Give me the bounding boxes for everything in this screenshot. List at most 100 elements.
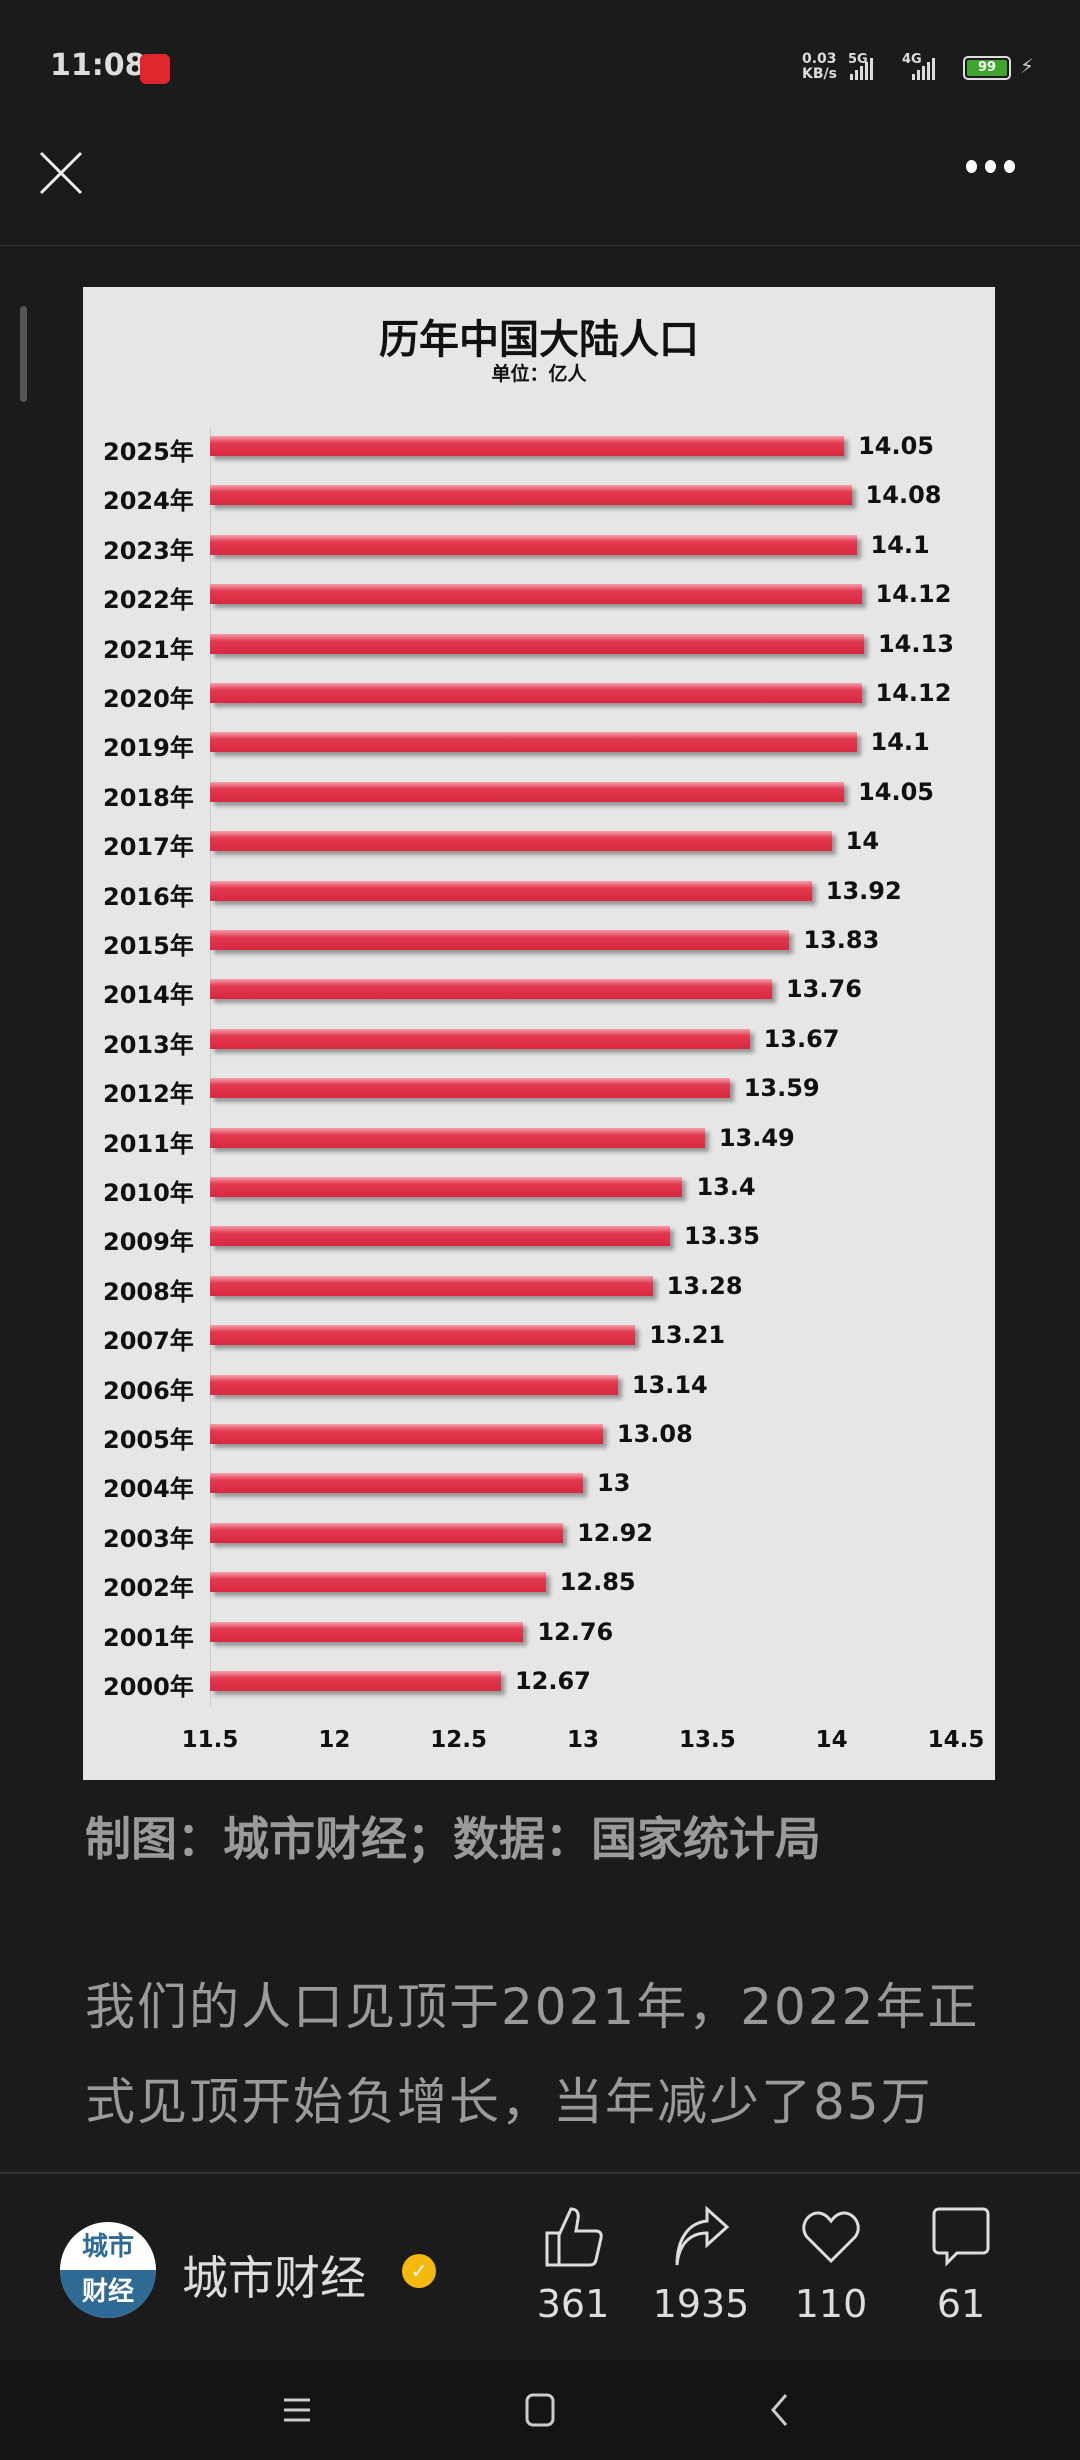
category-label: 2005年 <box>103 1426 194 1454</box>
bar <box>210 1078 730 1099</box>
bar <box>210 436 845 456</box>
bar <box>210 633 864 654</box>
value-label: 13.4 <box>696 1173 756 1201</box>
app-notification-icon <box>140 54 170 84</box>
system-nav-bar <box>0 2360 1080 2460</box>
category-label: 2023年 <box>103 536 194 565</box>
back-icon[interactable] <box>768 2392 792 2428</box>
value-label: 13.92 <box>825 876 902 905</box>
y-axis-line <box>210 427 211 1707</box>
x-tick-label: 11.5 <box>181 1727 239 1753</box>
battery-icon: 99 <box>963 56 1011 80</box>
category-label: 2015年 <box>103 932 194 960</box>
value-label: 13.21 <box>649 1321 726 1350</box>
more-options-icon[interactable] <box>966 160 1015 173</box>
chart-title: 历年中国大陆人口 <box>379 317 699 363</box>
favorite-button[interactable]: 110 <box>776 2202 886 2326</box>
value-label: 14.05 <box>858 777 935 806</box>
close-icon[interactable] <box>36 148 86 198</box>
category-label: 2007年 <box>103 1327 194 1356</box>
bar <box>210 1424 603 1444</box>
category-label: 2024年 <box>103 487 194 516</box>
bar <box>210 1028 750 1049</box>
category-label: 2022年 <box>103 586 194 615</box>
sim2-label: 4G <box>902 52 922 67</box>
charging-icon: ⚡ <box>1020 54 1035 78</box>
status-bar: 11:08 0.03 KB/s 5G 4G 99 ⚡ <box>0 0 1080 130</box>
avatar[interactable]: 城市 财经 <box>60 2222 156 2318</box>
bar <box>210 979 772 1000</box>
x-tick-label: 13 <box>566 1727 600 1753</box>
bar <box>210 880 812 901</box>
value-label: 13.08 <box>616 1420 693 1448</box>
category-label: 2000年 <box>103 1673 194 1701</box>
signal-icon <box>912 58 935 80</box>
category-label: 2006年 <box>103 1376 194 1405</box>
value-label: 14 <box>845 827 880 856</box>
category-label: 2009年 <box>103 1228 194 1257</box>
value-label: 12.76 <box>537 1617 614 1646</box>
category-label: 2001年 <box>103 1623 194 1652</box>
value-label: 12.67 <box>514 1667 591 1695</box>
bar <box>210 1275 653 1296</box>
home-icon[interactable] <box>524 2392 556 2428</box>
sim1-label: 5G <box>848 52 868 67</box>
scrollbar[interactable] <box>20 306 27 402</box>
verified-badge-icon: ✓ <box>402 2254 436 2288</box>
recent-apps-icon[interactable] <box>282 2396 312 2424</box>
bar <box>210 1621 524 1642</box>
category-label: 2017年 <box>103 833 194 862</box>
value-label: 13.49 <box>718 1123 795 1152</box>
chart-subtitle: 单位：亿人 <box>491 363 587 385</box>
bar <box>210 1572 546 1593</box>
category-label: 2010年 <box>103 1179 194 1207</box>
value-label: 12.85 <box>559 1568 636 1597</box>
bar <box>210 930 790 950</box>
value-label: 12.92 <box>577 1518 654 1547</box>
comment-icon <box>932 2207 990 2267</box>
value-label: 13.35 <box>684 1222 760 1251</box>
category-label: 2025年 <box>103 438 194 466</box>
bar <box>210 1177 683 1197</box>
category-label: 2016年 <box>103 882 194 911</box>
value-label: 13.76 <box>785 975 862 1004</box>
category-label: 2012年 <box>103 1080 194 1109</box>
value-label: 14.12 <box>875 679 952 707</box>
category-label: 2008年 <box>103 1277 194 1306</box>
bar <box>210 1325 636 1346</box>
author-name[interactable]: 城市财经 <box>182 2251 366 2305</box>
category-label: 2021年 <box>103 635 194 664</box>
network-speed: 0.03 KB/s <box>802 51 837 82</box>
category-label: 2002年 <box>103 1574 194 1603</box>
category-label: 2004年 <box>103 1475 194 1504</box>
signal-icon <box>850 58 873 80</box>
header-divider <box>0 245 1080 246</box>
category-label: 2003年 <box>103 1524 194 1553</box>
heart-icon <box>802 2211 860 2264</box>
bottom-bar: 城市 财经 城市财经 ✓ 361 1935 110 61 <box>0 2172 1080 2360</box>
x-tick-label: 12 <box>318 1727 351 1753</box>
x-tick-label: 13.5 <box>678 1727 736 1753</box>
bar <box>210 831 832 852</box>
value-label: 14.1 <box>870 530 930 559</box>
share-button[interactable]: 1935 <box>646 2202 756 2326</box>
population-chart: 历年中国大陆人口 单位：亿人 2025年 14.05 2024年 14.08 2023年… <box>83 287 995 1780</box>
value-label: 14.05 <box>858 432 935 460</box>
image-caption: 制图：城市财经；数据：国家统计局 <box>85 1812 821 1866</box>
x-tick-label: 12.5 <box>430 1727 488 1753</box>
category-label: 2020年 <box>103 685 194 713</box>
like-button[interactable]: 361 <box>518 2202 628 2326</box>
bar <box>210 485 852 506</box>
bar <box>210 1522 564 1543</box>
clock: 11:08 <box>50 48 146 83</box>
bar <box>210 781 845 802</box>
value-label: 13.14 <box>631 1370 708 1399</box>
article-paragraph: 我们的人口见顶于2021年，2022年正式见顶开始负增长，当年减少了85万人，2… <box>85 1978 980 2170</box>
bar <box>210 584 862 605</box>
comment-button[interactable]: 61 <box>906 2202 1016 2326</box>
category-label: 2019年 <box>103 734 194 763</box>
value-label: 14.13 <box>877 629 954 658</box>
bar <box>210 1226 671 1247</box>
value-label: 13 <box>597 1469 631 1498</box>
x-tick-label: 14.5 <box>927 1727 985 1753</box>
